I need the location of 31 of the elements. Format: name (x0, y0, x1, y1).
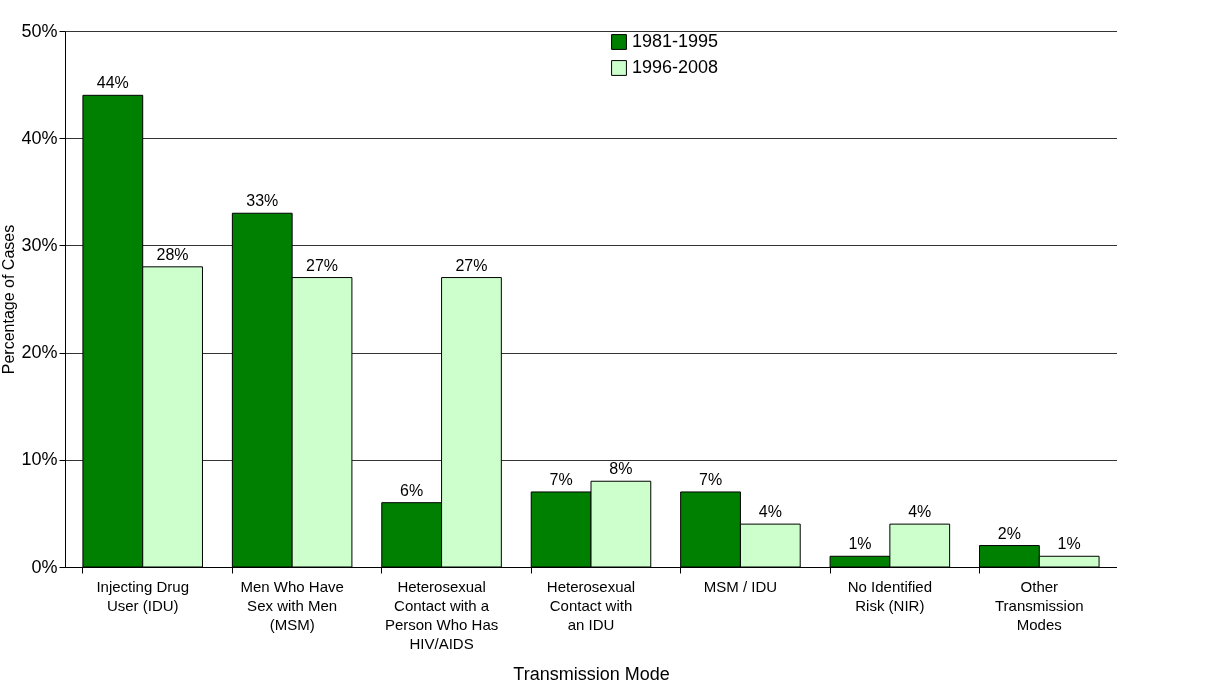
x-tick-label: MSM / IDU (703, 577, 778, 595)
y-tick-label: 50% (21, 20, 58, 41)
data-label: 4% (908, 503, 932, 521)
y-tick-label: 10% (21, 449, 58, 470)
data-label: 8% (609, 460, 633, 478)
data-label: 28% (156, 245, 189, 263)
data-label: 33% (246, 192, 279, 210)
x-tick-label: Injecting Drug User (IDU) (96, 577, 189, 614)
data-label: 1% (848, 535, 872, 553)
legend-label: 1981-1995 (632, 31, 719, 51)
data-label: 1% (1057, 535, 1081, 553)
y-tick-label: 20% (21, 342, 58, 363)
legend-label: 1996-2008 (632, 57, 719, 77)
data-label: 27% (455, 256, 488, 274)
x-tick-label: No Identified Risk (NIR) (847, 577, 932, 614)
data-label: 7% (549, 470, 573, 488)
y-tick-label: 30% (21, 234, 58, 255)
y-tick-label: 0% (31, 556, 58, 577)
data-label: 4% (758, 503, 782, 521)
data-label: 27% (306, 256, 339, 274)
x-axis-title: Transmission Mode (513, 663, 670, 684)
x-tick-label: Other Transmission Modes (994, 577, 1084, 633)
x-tick-label: Heterosexual Contact with a Person Who Has HIV/AIDS (384, 577, 499, 652)
data-label: 7% (698, 470, 723, 488)
data-label: 2% (997, 524, 1021, 542)
y-axis-title: Percentage of Cases (0, 224, 18, 375)
data-label: 6% (400, 481, 424, 499)
x-tick-label: Heterosexual Contact with an IDU (546, 577, 636, 633)
x-tick-label: Men Who Have Sex with Men (MSM) (240, 577, 344, 633)
data-label: 44% (96, 74, 129, 92)
y-tick-label: 40% (21, 127, 58, 148)
